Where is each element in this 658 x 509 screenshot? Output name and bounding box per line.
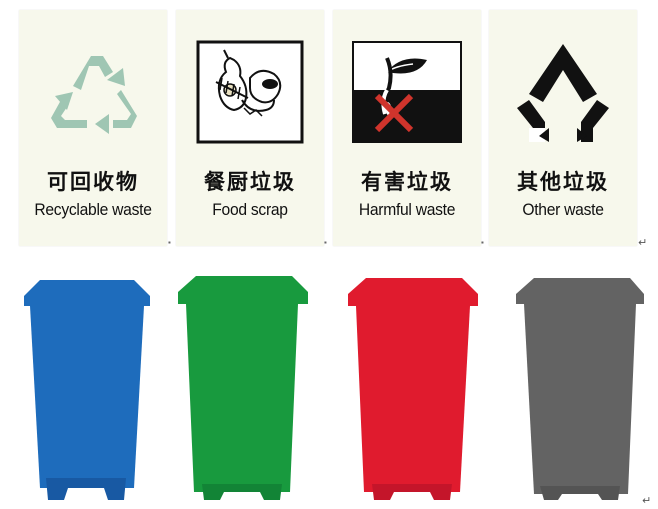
sign-food: 餐厨垃圾 Food scrap [176, 10, 324, 246]
sign-recyclable: 可回收物 Recyclable waste [19, 10, 167, 246]
sign-title-en: Food scrap [212, 200, 288, 219]
stray-mark: ▪ [481, 238, 484, 247]
open-triangle-icon [517, 44, 609, 142]
bin-body [178, 276, 308, 500]
recycle-triangle-icon [51, 56, 137, 134]
bin-body [516, 278, 644, 500]
sign-title-en: Recyclable waste [34, 200, 152, 219]
bin-harmful [348, 278, 478, 500]
sign-title-en: Harmful waste [358, 200, 456, 219]
sign-title-zh: 其他垃圾 [517, 170, 609, 194]
stray-mark: ▪ [324, 238, 327, 247]
sign-other: 其他垃圾 Other waste [489, 10, 637, 246]
fish-bone-apple-core-icon [196, 40, 304, 144]
bin-body [348, 278, 478, 500]
sign-title-zh: 餐厨垃圾 [204, 170, 296, 194]
crossed-battery-icon [352, 41, 462, 143]
bin-body [24, 280, 150, 500]
sign-title-zh: 可回收物 [47, 170, 139, 194]
bin-recyclable [24, 280, 150, 500]
stray-mark: ▪ [168, 238, 171, 247]
bin-food [178, 276, 308, 500]
return-mark: ↵ [642, 494, 652, 507]
sign-harmful: 有害垃圾 Harmful waste [333, 10, 481, 246]
bin-other [516, 278, 644, 500]
sign-title-zh: 有害垃圾 [361, 170, 453, 194]
sign-title-en: Other waste [522, 200, 604, 219]
return-mark: ↵ [638, 236, 648, 249]
